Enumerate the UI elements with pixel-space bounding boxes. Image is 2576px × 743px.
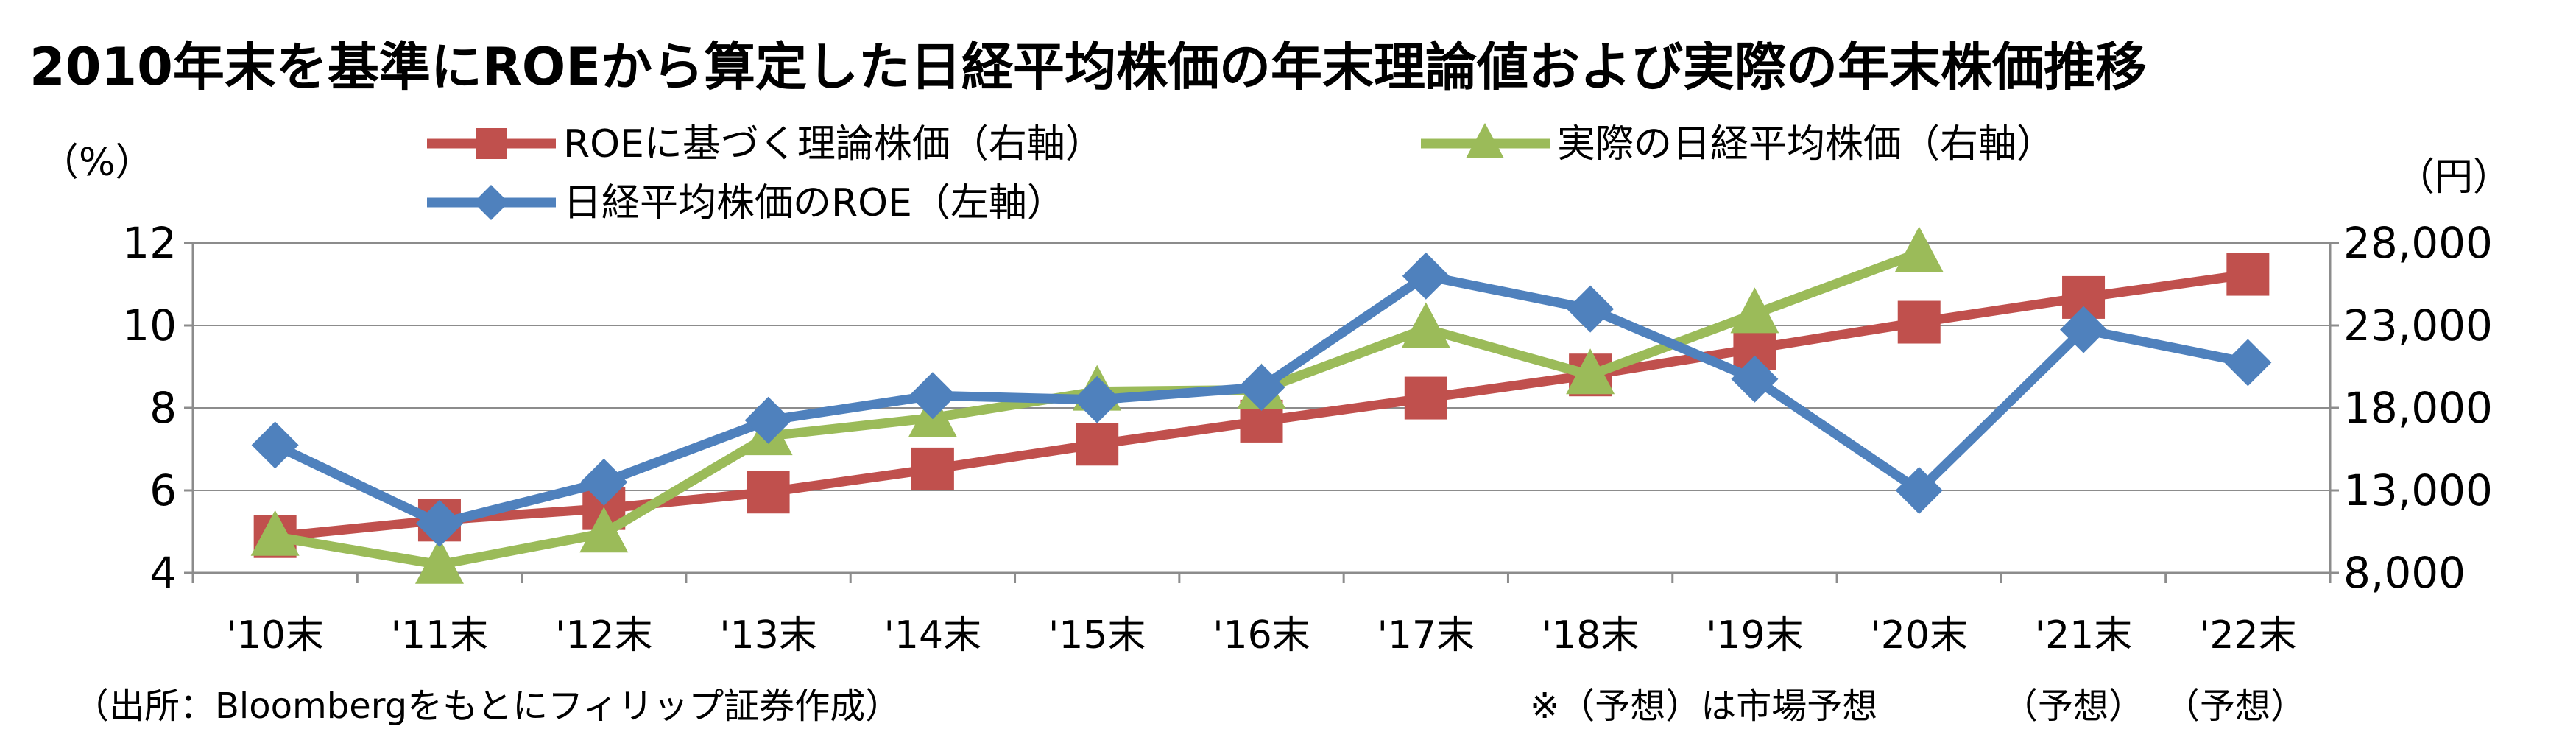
- diamond-marker: [1238, 364, 1285, 411]
- forecast-note: ※（予想）は市場予想: [1530, 686, 1877, 727]
- y-right-tick-label: 13,000: [2343, 465, 2493, 515]
- diamond-marker: [1895, 467, 1943, 514]
- left-axis-unit: （%）: [40, 141, 153, 185]
- square-marker: [1076, 423, 1119, 466]
- diamond-marker: [2224, 339, 2272, 387]
- triangle-marker: [1894, 226, 1944, 272]
- right-axis-unit: （円）: [2396, 155, 2511, 200]
- legend-square-marker: [476, 128, 507, 159]
- diamond-marker: [744, 396, 792, 444]
- diamond-marker: [580, 458, 628, 506]
- source-note: （出所：Bloombergをもとにフィリップ証券作成）: [74, 686, 900, 727]
- x-tick-label: '15末: [1048, 613, 1146, 658]
- diamond-marker: [1402, 252, 1450, 300]
- x-tick-label: '21末: [2035, 613, 2132, 658]
- y-right-tick-label: 8,000: [2343, 548, 2466, 598]
- x-tick-label: '12末: [555, 613, 652, 658]
- triangle-marker: [414, 538, 464, 584]
- legend-triangle-marker: [1466, 123, 1504, 158]
- chart-title: 2010年末を基準にROEから算定した日経平均株価の年末理論値および実際の年末株…: [29, 37, 2147, 97]
- series-layer: [250, 226, 2272, 584]
- x-tick-label: '18末: [1542, 613, 1639, 658]
- x-tick-label: '20末: [1870, 613, 1967, 658]
- diamond-marker: [2060, 306, 2108, 353]
- tick-labels: 4 8,000 6 13,000 8 18,000 10 23,000 12 28,000 '10末…: [122, 218, 2493, 658]
- square-marker: [2226, 253, 2270, 296]
- x-tick-label: '14末: [884, 613, 981, 658]
- y-left-tick-label: 6: [149, 465, 177, 515]
- forecast-label-21: （予想）: [2002, 686, 2144, 727]
- square-marker: [747, 471, 790, 514]
- diamond-marker: [908, 372, 956, 420]
- y-left-tick-label: 8: [149, 383, 177, 433]
- legend-label-nikkei-roe: 日経平均株価のROE（左軸）: [563, 181, 1065, 225]
- y-right-tick-label: 23,000: [2343, 300, 2493, 351]
- x-tick-label: '10末: [226, 613, 323, 658]
- legend-item-roe-theoretical: ROEに基づく理論株価（右軸）: [427, 122, 1104, 166]
- x-tick-label: '11末: [391, 613, 488, 658]
- triangle-marker: [1566, 348, 1615, 395]
- y-left-tick-label: 4: [149, 548, 177, 598]
- square-marker: [911, 447, 954, 490]
- y-right-tick-label: 18,000: [2343, 383, 2493, 433]
- legend: ROEに基づく理論株価（右軸） 実際の日経平均株価（右軸） 日経平均株価のROE…: [427, 122, 2055, 225]
- triangle-marker: [250, 510, 300, 556]
- diamond-marker: [1073, 376, 1121, 423]
- y-right-tick-label: 28,000: [2343, 218, 2493, 268]
- triangle-marker: [1401, 302, 1450, 348]
- y-left-tick-label: 12: [122, 218, 177, 268]
- axes: [184, 242, 2339, 583]
- x-tick-label: '22末: [2199, 613, 2296, 658]
- forecast-label-22: （予想）: [2164, 686, 2306, 727]
- x-tick-label: '13末: [719, 613, 816, 658]
- x-tick-label: '19末: [1706, 613, 1803, 658]
- x-tick-label: '17末: [1377, 613, 1475, 658]
- y-left-tick-label: 10: [122, 300, 177, 351]
- diamond-marker: [415, 499, 463, 547]
- legend-label-actual-nikkei: 実際の日経平均株価（右軸）: [1557, 122, 2055, 166]
- diamond-marker: [1731, 355, 1779, 403]
- diamond-marker: [251, 421, 299, 469]
- square-marker: [1897, 300, 1941, 344]
- diamond-marker: [1567, 285, 1615, 333]
- x-tick-label: '16末: [1213, 613, 1310, 658]
- legend-label-roe-theoretical: ROEに基づく理論株価（右軸）: [563, 122, 1104, 166]
- legend-diamond-marker: [473, 185, 509, 220]
- legend-item-nikkei-roe: 日経平均株価のROE（左軸）: [427, 181, 1065, 225]
- triangle-marker: [1730, 287, 1779, 334]
- legend-item-actual-nikkei: 実際の日経平均株価（右軸）: [1421, 122, 2055, 166]
- square-marker: [1404, 376, 1447, 420]
- triangle-marker: [579, 507, 629, 553]
